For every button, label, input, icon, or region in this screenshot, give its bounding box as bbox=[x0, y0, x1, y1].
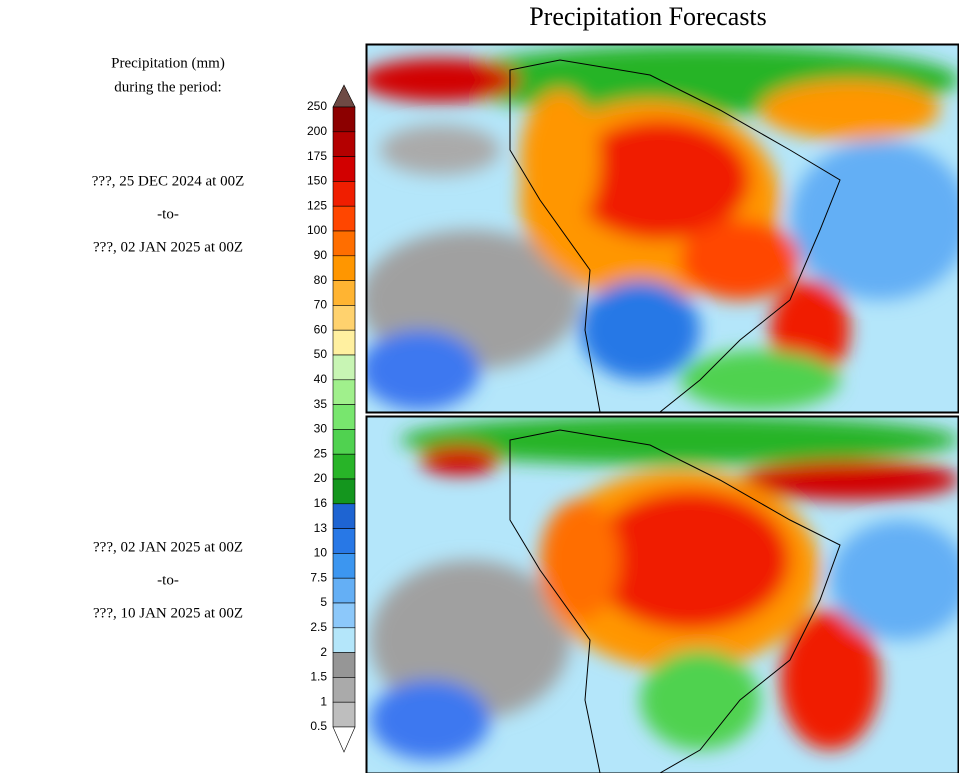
period-separator: -to- bbox=[157, 572, 179, 588]
colorbar-label: 2 bbox=[320, 645, 327, 659]
colorbar-swatch bbox=[332, 280, 356, 306]
colorbar-label: 1.5 bbox=[310, 670, 327, 684]
colorbar-swatch bbox=[332, 205, 356, 232]
colorbar-top-arrow bbox=[332, 84, 356, 108]
colorbar-swatch bbox=[332, 404, 356, 430]
colorbar-swatch bbox=[332, 652, 356, 678]
colorbar-swatch bbox=[332, 553, 356, 579]
title: Precipitation Forecasts bbox=[529, 2, 767, 31]
period-start: ???, 25 DEC 2024 at 00Z bbox=[92, 173, 244, 189]
colorbar-label: 150 bbox=[307, 174, 327, 188]
colorbar-swatch bbox=[332, 503, 356, 529]
colorbar-swatch bbox=[332, 627, 356, 653]
colorbar-swatch bbox=[332, 255, 356, 281]
colorbar-label: 60 bbox=[314, 322, 328, 336]
colorbar-bottom-arrow bbox=[332, 726, 356, 753]
colorbar-label: 175 bbox=[307, 149, 327, 163]
legend-title: during the period: bbox=[114, 79, 221, 95]
period-start: ???, 02 JAN 2025 at 00Z bbox=[93, 539, 243, 555]
colorbar-swatch bbox=[332, 131, 356, 157]
colorbar-label: 2.5 bbox=[310, 620, 327, 634]
legend-title: Precipitation (mm) bbox=[111, 55, 225, 71]
colorbar-label: 70 bbox=[314, 298, 328, 312]
colorbar-swatch bbox=[332, 305, 356, 331]
colorbar-swatch bbox=[332, 478, 356, 505]
colorbar-label: 13 bbox=[314, 521, 328, 535]
colorbar-swatch bbox=[332, 677, 356, 703]
colorbar-label: 16 bbox=[314, 496, 328, 510]
colorbar-swatch bbox=[332, 230, 356, 257]
colorbar-label: 25 bbox=[314, 446, 328, 460]
colorbar-label: 125 bbox=[307, 198, 327, 212]
colorbar-label: 100 bbox=[307, 223, 327, 237]
colorbar-swatch bbox=[332, 528, 356, 554]
colorbar-swatch bbox=[332, 701, 356, 728]
colorbar-label: 5 bbox=[320, 595, 327, 609]
colorbar-swatch bbox=[332, 181, 356, 207]
colorbar-swatch bbox=[332, 577, 356, 604]
colorbar-label: 35 bbox=[314, 397, 328, 411]
colorbar-label: 90 bbox=[314, 248, 328, 262]
colorbar-swatch bbox=[332, 156, 356, 182]
colorbar-label: 40 bbox=[314, 372, 328, 386]
colorbar-label: 1 bbox=[320, 694, 327, 708]
map-panel bbox=[367, 45, 958, 412]
colorbar-swatch bbox=[332, 106, 356, 133]
colorbar-swatch bbox=[332, 429, 356, 455]
colorbar-swatch bbox=[332, 453, 356, 480]
colorbar-label: 7.5 bbox=[310, 570, 327, 584]
colorbar: 2502001751501251009080706050403530252016… bbox=[307, 84, 356, 753]
colorbar-label: 250 bbox=[307, 99, 327, 113]
map-panel bbox=[367, 417, 958, 773]
colorbar-swatch bbox=[332, 602, 356, 629]
colorbar-label: 50 bbox=[314, 347, 328, 361]
colorbar-label: 0.5 bbox=[310, 719, 327, 733]
period-end: ???, 02 JAN 2025 at 00Z bbox=[93, 239, 243, 255]
colorbar-swatch bbox=[332, 329, 356, 356]
period-end: ???, 10 JAN 2025 at 00Z bbox=[93, 605, 243, 621]
colorbar-label: 80 bbox=[314, 273, 328, 287]
colorbar-label: 30 bbox=[314, 422, 328, 436]
colorbar-label: 10 bbox=[314, 546, 328, 560]
period-separator: -to- bbox=[157, 206, 179, 222]
colorbar-swatch bbox=[332, 379, 356, 405]
colorbar-label: 20 bbox=[314, 471, 328, 485]
colorbar-swatch bbox=[332, 354, 356, 381]
colorbar-label: 200 bbox=[307, 124, 327, 138]
